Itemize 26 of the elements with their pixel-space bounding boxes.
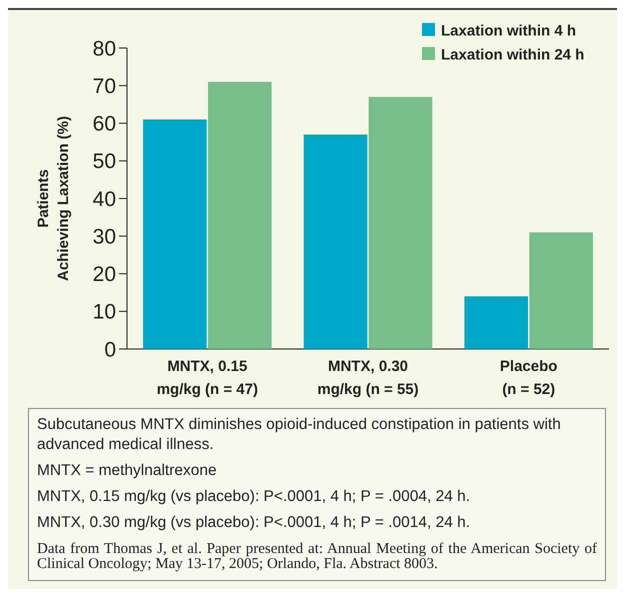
y-tick-label: 40 (92, 188, 116, 211)
x-tick-label: MNTX, 0.30 mg/kg (n = 55) (317, 358, 419, 398)
bar (304, 134, 368, 349)
legend-label: Laxation within 4 h (441, 22, 576, 40)
y-tick-label: 10 (92, 300, 116, 324)
y-tick-label: 20 (92, 263, 116, 286)
bar (529, 232, 593, 349)
text: MNTX, 0.30 mg/kg (vs placebo): P<.0001, 4 h; P = .0014, 24 h. (37, 513, 472, 533)
text: MNTX = methylnaltrexone (37, 461, 218, 481)
y-tick-label: 80 (92, 37, 116, 60)
text: Subcutaneous MNTX diminishes opioid-induced constipation in patients with advanced medical illness. (37, 415, 562, 455)
x-tick-label: Placebo (n = 52) (500, 358, 558, 398)
x-tick-label: MNTX, 0.15 mg/kg (n = 47) (156, 358, 258, 398)
y-tick-label: 50 (92, 150, 116, 174)
y-tick-label: 60 (92, 112, 116, 136)
bar (368, 96, 432, 349)
bar (143, 119, 207, 349)
y-tick-label: 70 (92, 74, 116, 98)
text: Data from Thomas J, et al. Paper presented at: Annual Meeting of the American Society of Clinical Oncology; May 13-17, 2005; Orlando, Fla. Abstract 8003. (37, 541, 597, 572)
bar (208, 82, 272, 349)
y-tick-label: 30 (92, 225, 116, 248)
legend-label: Laxation within 24 h (441, 46, 584, 64)
bar (464, 296, 528, 349)
y-axis-title: Patients Achieving Laxation (%) (35, 116, 72, 282)
text: MNTX, 0.15 mg/kg (vs placebo): P<.0001, 4 h; P = .0004, 24 h. (37, 487, 472, 507)
y-tick-label: 0 (104, 338, 116, 362)
